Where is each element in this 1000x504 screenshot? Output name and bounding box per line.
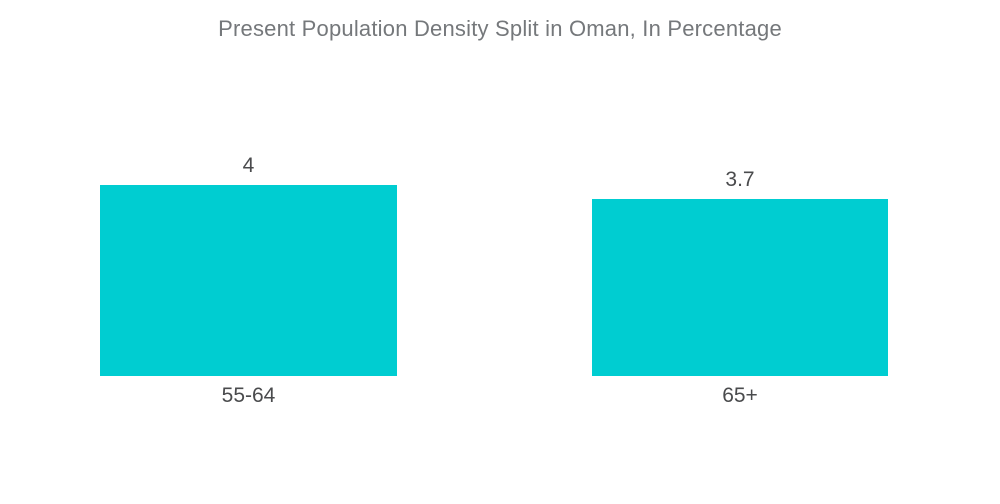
- bar-value-label: 3.7: [725, 168, 755, 191]
- bar-category-label: 65+: [722, 384, 758, 407]
- bar-65plus: [592, 199, 888, 376]
- bar-group-65plus: 3.7: [592, 169, 888, 376]
- bar-value-label: 4: [242, 154, 255, 177]
- bar-category-label: 55-64: [221, 384, 276, 407]
- chart-title: Present Population Density Split in Oman…: [218, 16, 782, 41]
- bar-55-64: [100, 185, 397, 376]
- bar-group-55-64: 4: [100, 155, 397, 376]
